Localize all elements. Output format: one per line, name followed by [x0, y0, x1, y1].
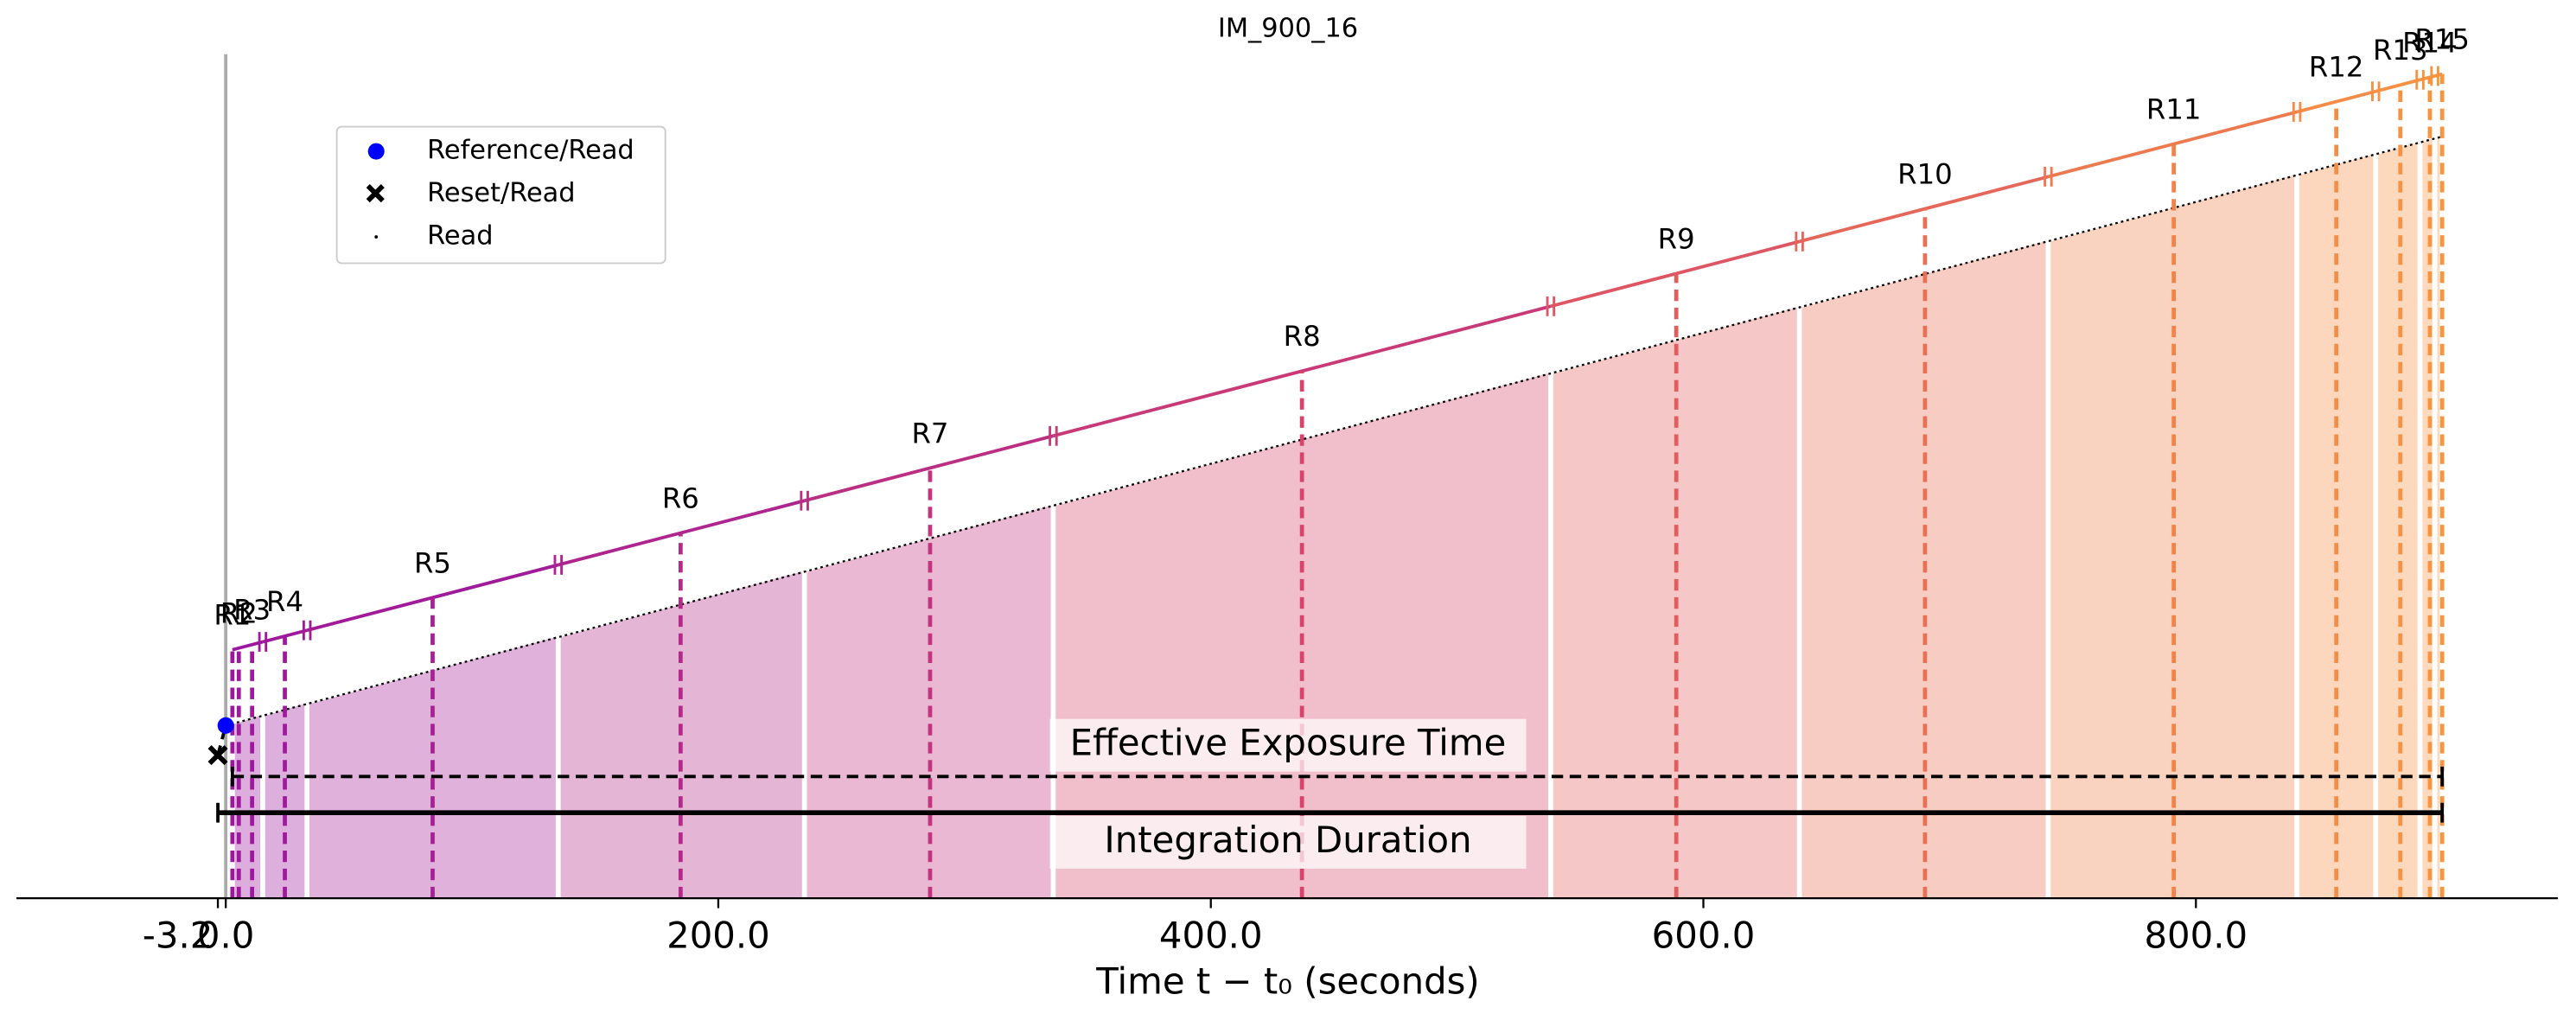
read-label: R7 [911, 417, 948, 449]
read-label: R13 [2373, 34, 2428, 67]
read-line [804, 434, 1054, 503]
legend-marker [366, 184, 385, 203]
read-label: R12 [2309, 50, 2364, 83]
annotation: Effective Exposure Time [1070, 722, 1507, 764]
read-label: R10 [1897, 157, 1953, 190]
read-line [558, 499, 806, 567]
read-line [2047, 110, 2298, 179]
reset-marker [207, 745, 228, 766]
read-line [1052, 304, 1552, 438]
group-area [2437, 136, 2440, 899]
reference-marker [217, 717, 234, 734]
x-tick-label: 400.0 [1159, 914, 1263, 956]
read-label: R2 [220, 597, 258, 630]
group-area [2050, 175, 2295, 899]
read-line [232, 640, 264, 652]
legend-box [335, 125, 666, 265]
read-label: R5 [414, 546, 451, 579]
legend-label: Read [427, 221, 493, 252]
read-label: R8 [1284, 320, 1321, 353]
legend-marker [374, 235, 379, 239]
x-tick-label: 800.0 [2144, 914, 2248, 956]
read-label: R11 [2146, 92, 2202, 125]
annotation-box [1049, 718, 1527, 772]
read-label: R4 [266, 585, 303, 618]
legend-marker [367, 143, 385, 160]
read-trend [225, 135, 2443, 727]
x-tick-label: 0.0 [197, 914, 254, 956]
x-tick-label: 600.0 [1652, 914, 1756, 956]
x-tick-label: 200.0 [666, 914, 770, 956]
legend: Reference/Read Reset/Read Read [335, 125, 666, 265]
read-label: R1 [214, 599, 251, 632]
read-line [262, 628, 308, 644]
read-label: R3 [233, 594, 271, 627]
read-label: R14 [2402, 26, 2458, 59]
read-line [2375, 78, 2421, 93]
legend-label: Reference/Read [427, 136, 634, 166]
read-label: R6 [662, 482, 699, 515]
x-axis-label: Time t − t₀ (seconds) [1095, 960, 1479, 1003]
read-label: R9 [1658, 222, 1695, 255]
annotation-box [1049, 816, 1527, 869]
annotation: Integration Duration [1104, 819, 1471, 861]
legend-label: Reset/Read [427, 178, 575, 208]
chart-title: IM_900_16 [1218, 14, 1358, 44]
group-area [2378, 142, 2418, 899]
x-tick-label: -3.2 [143, 914, 214, 956]
group-area [807, 505, 1051, 899]
read-label: R15 [2414, 23, 2470, 56]
